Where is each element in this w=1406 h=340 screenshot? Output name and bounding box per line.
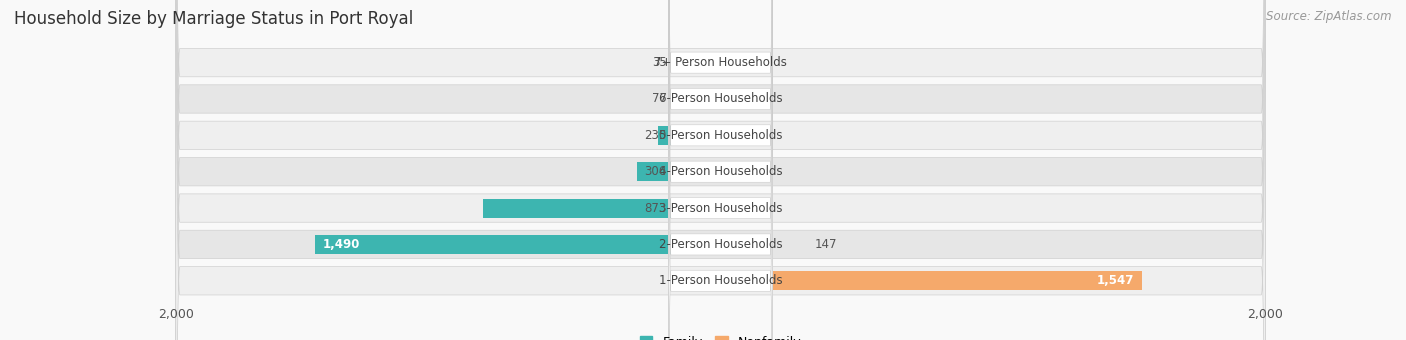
Legend: Family, Nonfamily: Family, Nonfamily [636,331,806,340]
Text: Source: ZipAtlas.com: Source: ZipAtlas.com [1267,10,1392,23]
Text: 6-Person Households: 6-Person Households [659,92,782,105]
Text: 873: 873 [644,202,666,215]
FancyBboxPatch shape [669,0,772,340]
FancyBboxPatch shape [669,0,772,340]
Text: 147: 147 [814,238,837,251]
Text: 5-Person Households: 5-Person Households [659,129,782,142]
FancyBboxPatch shape [669,0,772,340]
Text: 77: 77 [651,92,666,105]
FancyBboxPatch shape [669,0,772,340]
Text: 35: 35 [652,56,666,69]
Bar [315,235,721,254]
Bar [721,271,1142,290]
Bar [721,235,761,254]
FancyBboxPatch shape [176,0,1265,340]
FancyBboxPatch shape [669,0,772,340]
Text: 3-Person Households: 3-Person Households [659,202,782,215]
Text: 7+ Person Households: 7+ Person Households [654,56,787,69]
FancyBboxPatch shape [176,0,1265,340]
Text: 4-Person Households: 4-Person Households [659,165,782,178]
Bar [700,89,721,108]
FancyBboxPatch shape [176,0,1265,340]
Bar [637,162,721,181]
Text: 306: 306 [644,165,666,178]
Text: 1,490: 1,490 [323,238,360,251]
FancyBboxPatch shape [176,0,1265,340]
Text: 230: 230 [644,129,666,142]
FancyBboxPatch shape [669,0,772,340]
Text: 1-Person Households: 1-Person Households [659,274,782,287]
Bar [711,53,721,72]
FancyBboxPatch shape [176,0,1265,340]
FancyBboxPatch shape [669,0,772,340]
FancyBboxPatch shape [176,0,1265,340]
Bar [482,199,721,218]
Text: 1,547: 1,547 [1097,274,1133,287]
FancyBboxPatch shape [176,0,1265,340]
Bar [658,126,721,145]
Text: 2-Person Households: 2-Person Households [659,238,782,251]
Text: Household Size by Marriage Status in Port Royal: Household Size by Marriage Status in Por… [14,10,413,28]
